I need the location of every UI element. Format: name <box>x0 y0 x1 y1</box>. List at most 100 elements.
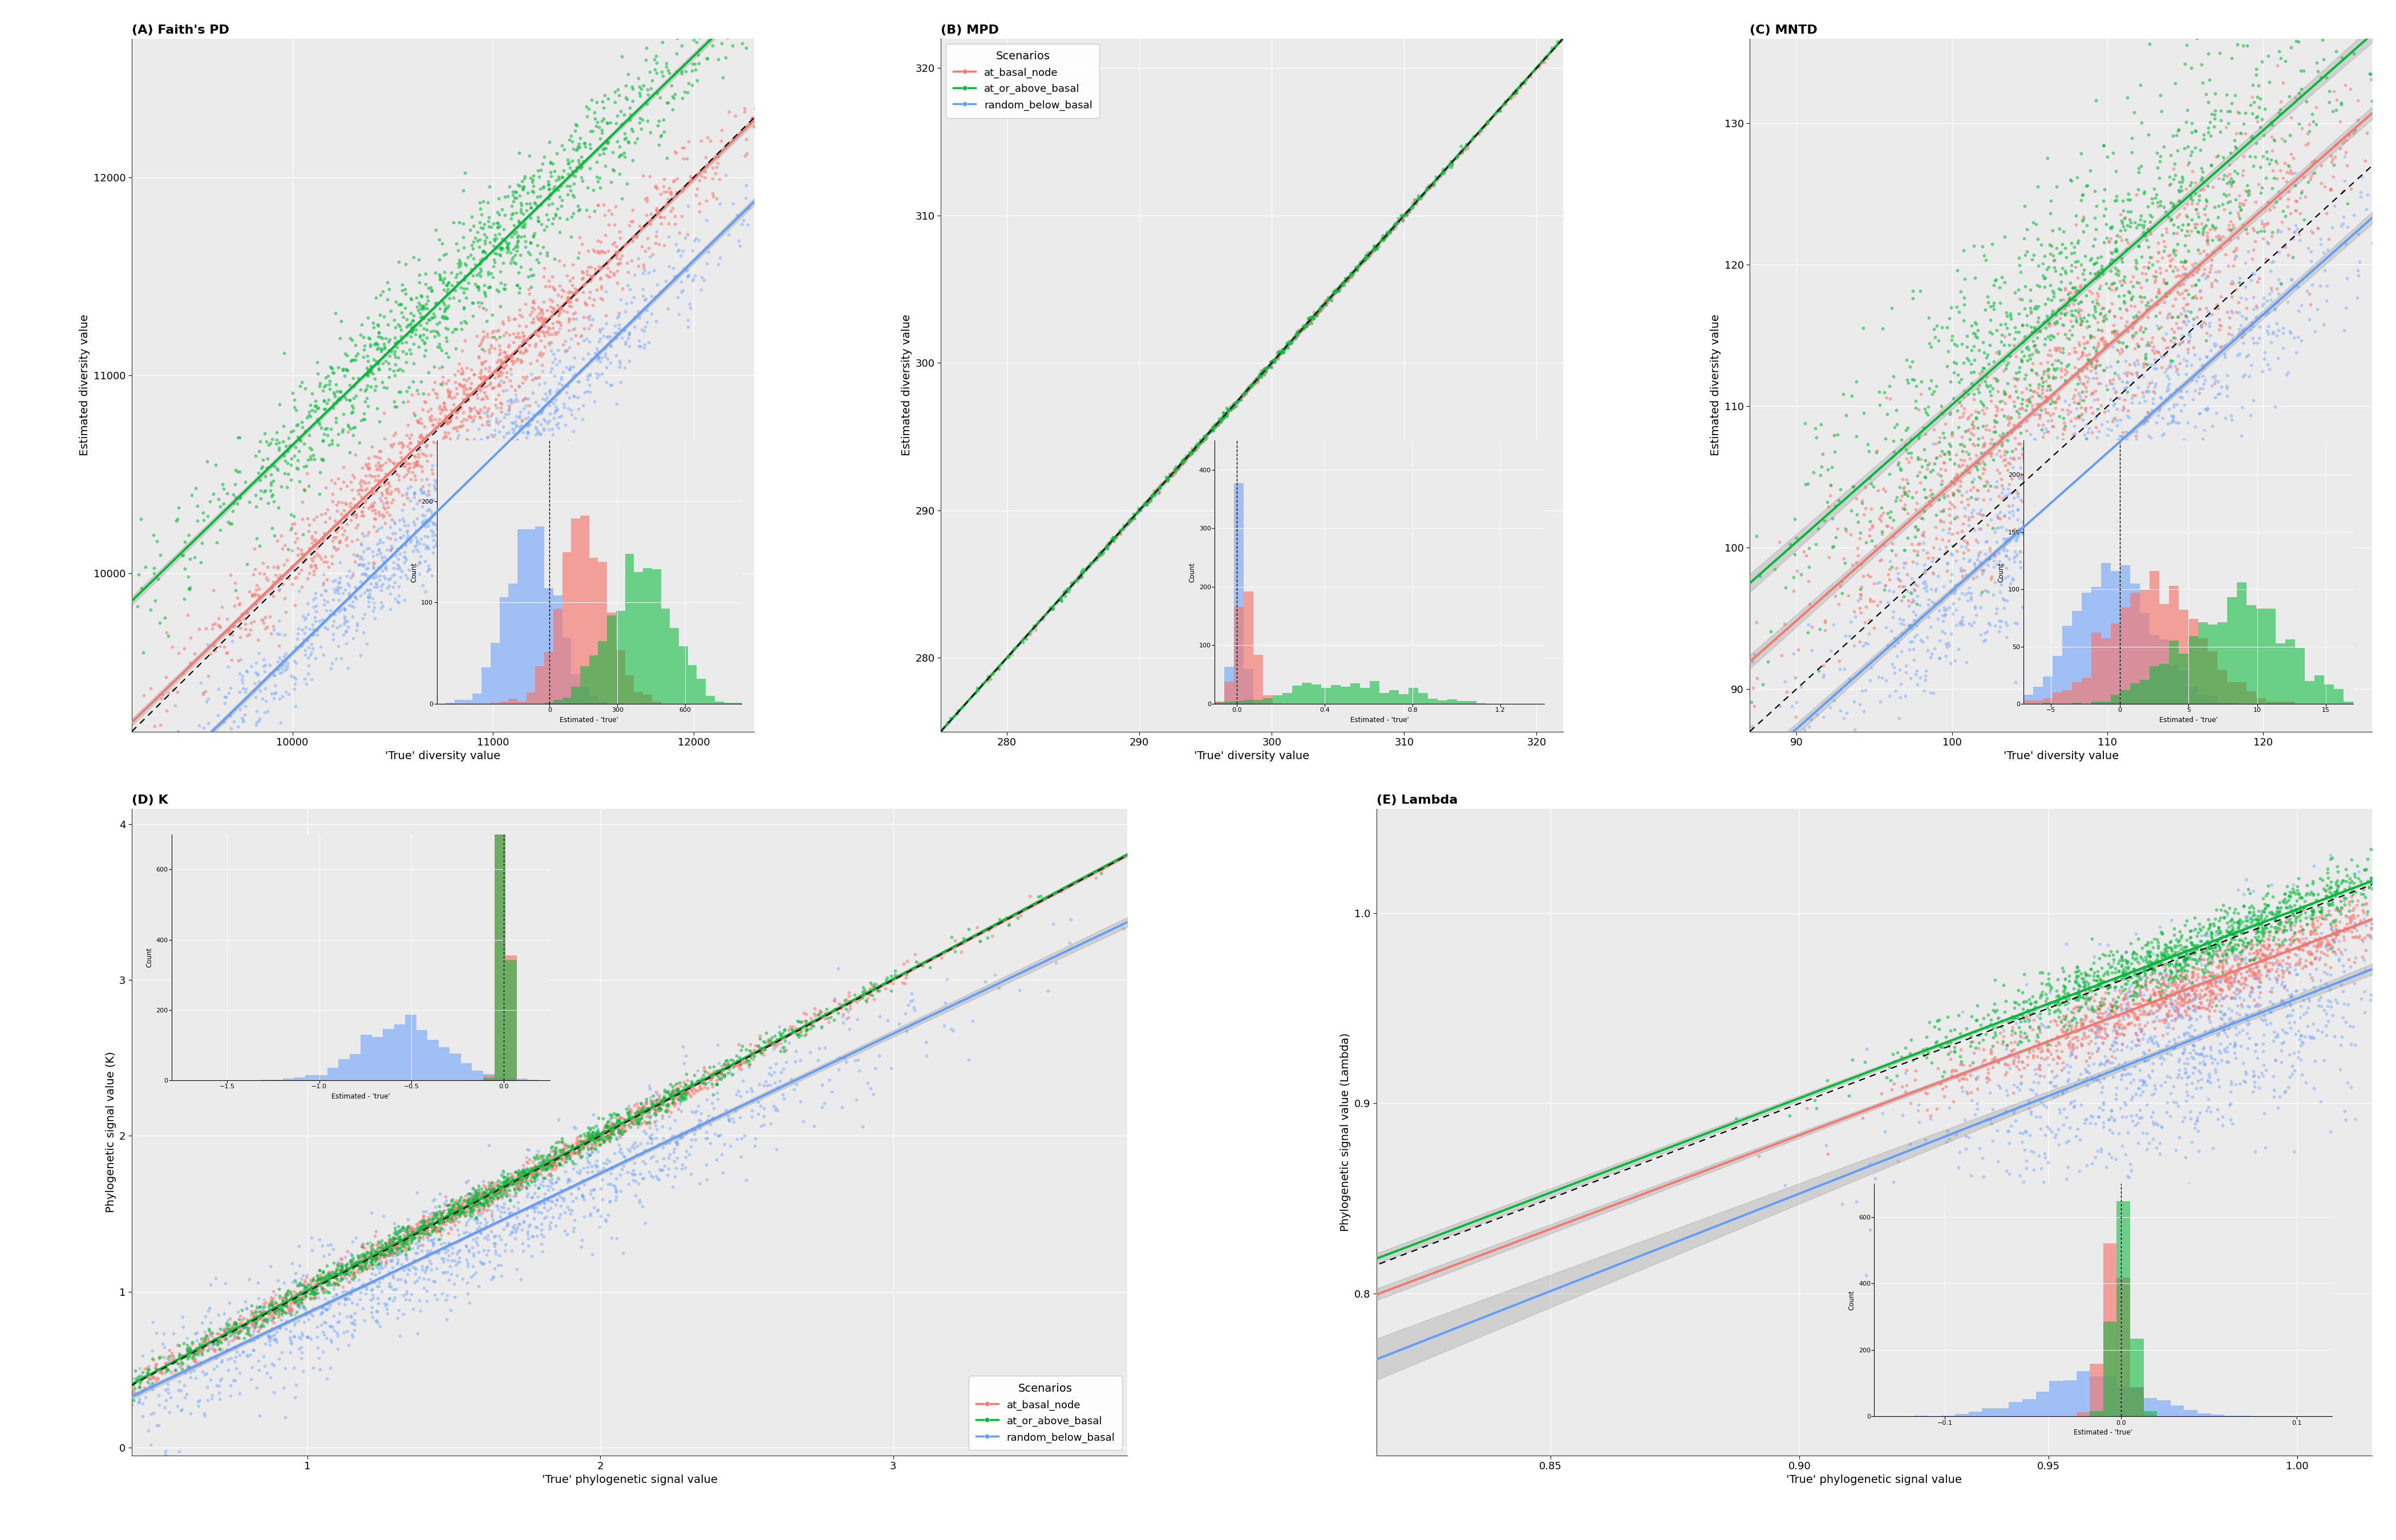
Point <box>506 1166 544 1190</box>
Point <box>582 229 621 254</box>
Point <box>1179 433 1217 457</box>
Point <box>2037 1201 2075 1226</box>
Point <box>532 288 570 313</box>
Point <box>441 1201 479 1226</box>
Point <box>1943 564 1981 588</box>
Point <box>347 1243 386 1267</box>
Point <box>2197 385 2235 410</box>
Point <box>1641 796 1680 821</box>
Point <box>2015 451 2053 476</box>
Point <box>2137 983 2176 1007</box>
Point <box>1996 360 2034 385</box>
Point <box>592 1121 630 1146</box>
Point <box>1483 94 1521 119</box>
Point <box>520 393 558 417</box>
Point <box>1186 425 1224 450</box>
Point <box>537 322 575 346</box>
Point <box>2164 967 2202 992</box>
Point <box>1303 296 1342 320</box>
Point <box>611 277 649 302</box>
Point <box>1196 414 1234 439</box>
Point <box>1922 1033 1960 1058</box>
Point <box>781 1023 819 1047</box>
Point <box>2001 1029 2039 1053</box>
Point <box>343 1255 381 1280</box>
Point <box>2025 642 2063 667</box>
Point <box>2039 322 2077 346</box>
Point <box>2130 442 2168 467</box>
Point <box>410 382 448 407</box>
Point <box>518 1163 556 1187</box>
Point <box>551 1201 589 1226</box>
Point <box>2164 944 2202 969</box>
Point <box>345 1252 383 1277</box>
Point <box>184 1332 223 1357</box>
Point <box>589 265 628 290</box>
Point <box>472 1170 510 1195</box>
Point <box>280 561 319 585</box>
Point <box>501 1173 539 1198</box>
Point <box>1900 665 1938 690</box>
Point <box>161 1440 199 1465</box>
Point <box>220 1343 259 1368</box>
Point <box>2231 317 2269 342</box>
Point <box>1958 325 1996 350</box>
Point <box>798 1047 836 1072</box>
Point <box>2003 391 2041 416</box>
Point <box>2233 935 2271 959</box>
Point <box>582 1124 621 1149</box>
Point <box>220 1381 259 1406</box>
Point <box>216 1311 254 1335</box>
Point <box>482 271 520 296</box>
Point <box>2197 919 2235 944</box>
Point <box>424 505 462 530</box>
Point <box>424 1207 462 1232</box>
Point <box>2192 950 2231 975</box>
Point <box>2176 998 2214 1023</box>
Point <box>2264 913 2303 938</box>
Point <box>2209 191 2247 216</box>
Point <box>664 1080 702 1104</box>
Point <box>2013 547 2051 571</box>
Point <box>462 433 501 457</box>
Point <box>2034 365 2073 390</box>
Point <box>220 1318 259 1343</box>
Point <box>2085 203 2123 228</box>
Point <box>2358 862 2396 887</box>
Point <box>2137 1030 2176 1055</box>
Point <box>2168 263 2207 288</box>
Point <box>2250 958 2288 983</box>
Point <box>2135 1001 2173 1026</box>
Point <box>2108 299 2147 323</box>
Point <box>292 631 331 656</box>
Point <box>506 1169 544 1194</box>
Point <box>98 1383 137 1408</box>
Point <box>2013 1001 2051 1026</box>
Point <box>2247 893 2286 918</box>
Point <box>2104 268 2142 293</box>
Point <box>343 1258 381 1283</box>
Point <box>2307 873 2346 898</box>
Point <box>395 1221 434 1246</box>
Point <box>2216 959 2255 984</box>
Point <box>2130 31 2168 55</box>
Point <box>350 578 388 602</box>
Point <box>2281 1047 2319 1072</box>
Point <box>2269 882 2307 907</box>
Point <box>793 1013 831 1038</box>
Point <box>2164 922 2202 947</box>
Point <box>558 1133 597 1158</box>
Point <box>2068 992 2106 1016</box>
Point <box>546 1137 585 1161</box>
Point <box>300 374 338 399</box>
Point <box>467 1184 506 1209</box>
Point <box>2180 929 2219 953</box>
Point <box>503 408 541 433</box>
Point <box>2216 134 2255 159</box>
Point <box>506 407 544 431</box>
Point <box>455 362 494 387</box>
Point <box>1936 578 1974 602</box>
Point <box>2358 878 2396 902</box>
Point <box>1236 368 1275 393</box>
Point <box>417 319 455 343</box>
